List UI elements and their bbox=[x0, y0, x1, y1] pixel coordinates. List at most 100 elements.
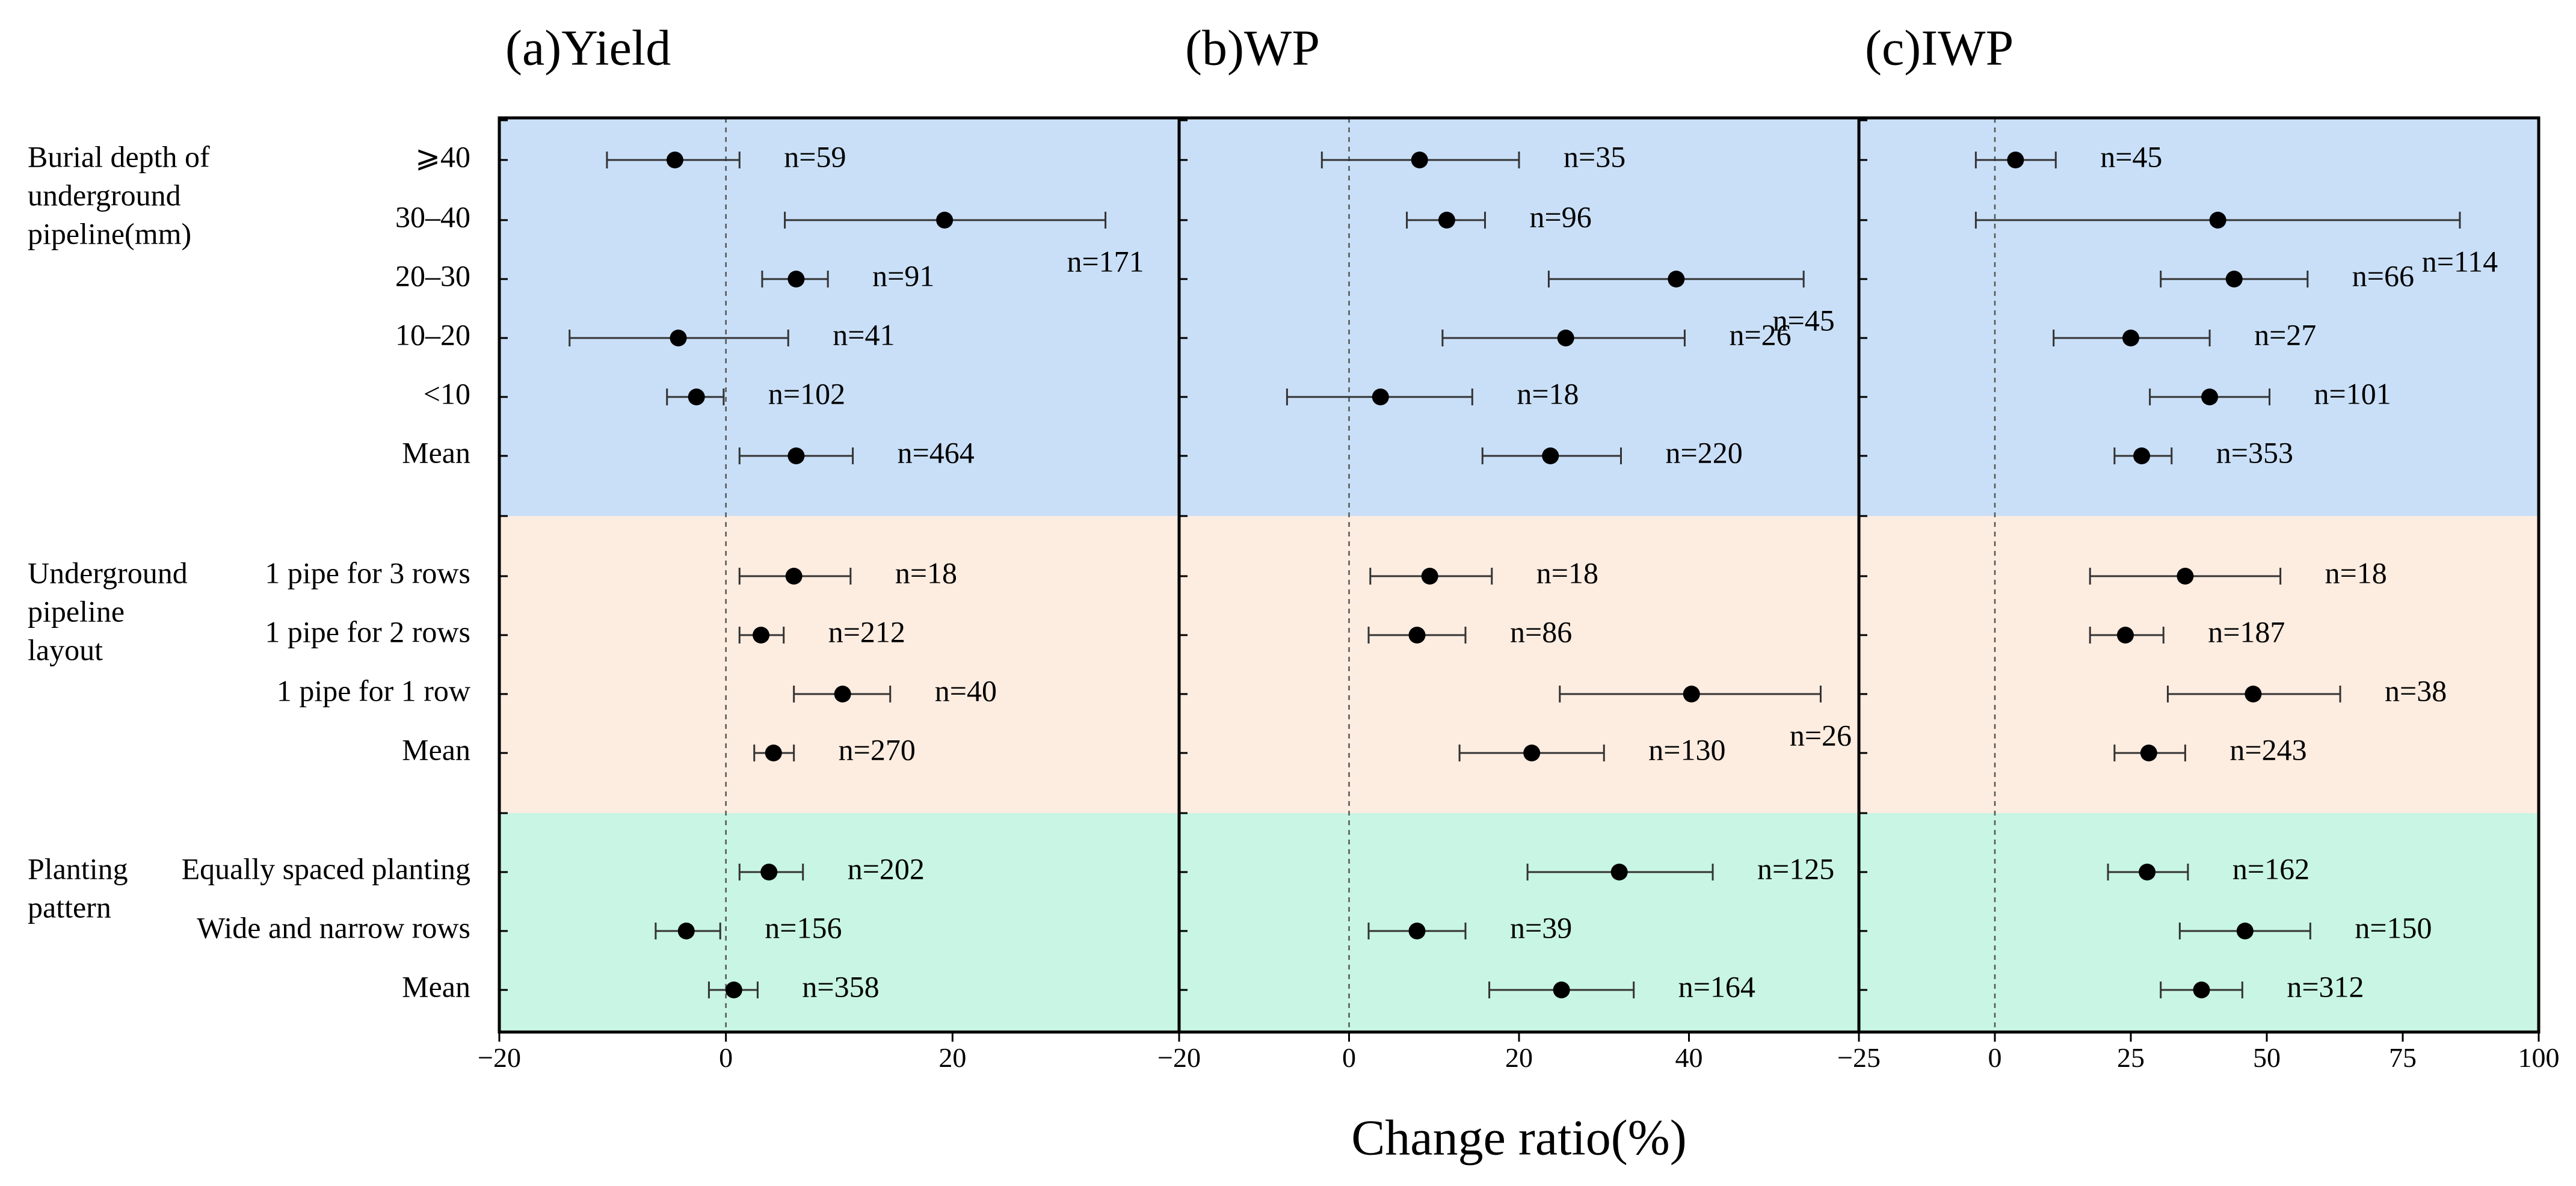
point-estimate bbox=[2177, 568, 2194, 585]
point-estimate bbox=[1683, 686, 1700, 702]
point-estimate bbox=[2116, 627, 2134, 644]
point-estimate bbox=[2139, 864, 2156, 880]
row-label: Mean bbox=[402, 733, 470, 766]
sample-size-label: n=39 bbox=[1510, 911, 1572, 944]
point-estimate bbox=[1542, 447, 1559, 464]
sample-size-label: n=114 bbox=[2422, 244, 2498, 278]
group-label-layout: layout bbox=[28, 633, 103, 666]
sample-size-label: n=66 bbox=[2352, 259, 2414, 292]
point-estimate bbox=[2140, 745, 2157, 761]
x-tick-label: 50 bbox=[2253, 1042, 2281, 1073]
group-label-pattern: Planting bbox=[28, 852, 128, 885]
panel-frame bbox=[1857, 116, 2541, 1034]
sample-size-label: n=270 bbox=[839, 733, 916, 766]
point-estimate bbox=[1411, 152, 1428, 168]
x-tick-label: 75 bbox=[2389, 1042, 2417, 1073]
point-estimate bbox=[666, 152, 683, 168]
row-label: Equally spaced planting bbox=[182, 852, 470, 885]
sample-size-label: n=18 bbox=[1517, 376, 1579, 410]
row-label: 1 pipe for 3 rows bbox=[265, 556, 470, 589]
x-tick-label: 25 bbox=[2117, 1042, 2145, 1073]
sample-size-label: n=35 bbox=[1564, 140, 1625, 173]
panel-title: (c)IWP bbox=[1865, 20, 2014, 76]
group-label-burial: pipeline(mm) bbox=[28, 217, 191, 250]
group-label-layout: Underground bbox=[28, 556, 188, 589]
sample-size-label: n=243 bbox=[2229, 733, 2306, 766]
sample-size-label: n=464 bbox=[898, 435, 975, 469]
x-tick-label: 0 bbox=[1342, 1042, 1356, 1073]
sample-size-label: n=26 bbox=[1729, 318, 1791, 351]
sample-size-label: n=312 bbox=[2287, 969, 2364, 1003]
point-estimate bbox=[677, 923, 695, 939]
point-estimate bbox=[834, 686, 851, 702]
sample-size-label: n=18 bbox=[2325, 556, 2387, 589]
panel-title: (b)WP bbox=[1185, 20, 1320, 76]
point-estimate bbox=[787, 447, 805, 464]
point-estimate bbox=[2245, 686, 2262, 702]
group-label-burial: Burial depth of bbox=[28, 140, 210, 173]
point-estimate bbox=[1610, 864, 1628, 880]
sample-size-label: n=26 bbox=[1790, 718, 1852, 752]
point-estimate bbox=[765, 745, 782, 761]
point-estimate bbox=[2193, 982, 2210, 998]
sample-size-label: n=96 bbox=[1530, 200, 1592, 233]
point-estimate bbox=[1421, 568, 1438, 585]
point-estimate bbox=[936, 212, 954, 229]
sample-size-label: n=164 bbox=[1678, 969, 1755, 1003]
x-tick-label: 0 bbox=[1988, 1042, 2002, 1073]
x-tick-label: 100 bbox=[2518, 1042, 2560, 1073]
sample-size-label: n=40 bbox=[935, 674, 997, 707]
point-estimate bbox=[1668, 271, 1685, 287]
row-label: 10–20 bbox=[395, 318, 470, 351]
point-estimate bbox=[1553, 982, 1570, 998]
sample-size-label: n=156 bbox=[765, 911, 842, 944]
point-estimate bbox=[1408, 923, 1426, 939]
point-estimate bbox=[2133, 447, 2151, 464]
point-estimate bbox=[2007, 152, 2024, 168]
sample-size-label: n=59 bbox=[784, 140, 846, 173]
x-axis-title: Change ratio(%) bbox=[1351, 1110, 1686, 1166]
point-estimate bbox=[2209, 212, 2226, 229]
row-label: ⩾40 bbox=[415, 140, 470, 173]
sample-size-label: n=212 bbox=[828, 615, 905, 648]
x-tick-label: 20 bbox=[938, 1042, 966, 1073]
point-estimate bbox=[725, 982, 742, 998]
sample-size-label: n=162 bbox=[2232, 852, 2309, 885]
sample-size-label: n=86 bbox=[1510, 615, 1572, 648]
point-estimate bbox=[2122, 330, 2139, 346]
group-label-layout: pipeline bbox=[28, 594, 125, 628]
point-estimate bbox=[1557, 330, 1574, 346]
group-band-layout bbox=[499, 516, 2539, 813]
point-estimate bbox=[1372, 389, 1389, 405]
row-label: Mean bbox=[402, 435, 470, 469]
point-estimate bbox=[787, 271, 805, 287]
sample-size-label: n=202 bbox=[848, 852, 925, 885]
sample-size-label: n=45 bbox=[2100, 140, 2162, 173]
x-tick-label: −20 bbox=[478, 1042, 521, 1073]
point-estimate bbox=[753, 627, 770, 644]
sample-size-label: n=353 bbox=[2216, 435, 2293, 469]
row-label: 1 pipe for 2 rows bbox=[265, 615, 470, 648]
row-label: 20–30 bbox=[395, 259, 470, 292]
sample-size-label: n=102 bbox=[768, 376, 845, 410]
sample-size-label: n=91 bbox=[872, 259, 934, 292]
sample-size-label: n=38 bbox=[2385, 674, 2447, 707]
sample-size-label: n=41 bbox=[833, 318, 895, 351]
point-estimate bbox=[670, 330, 687, 346]
point-estimate bbox=[688, 389, 705, 405]
panel-title: (a)Yield bbox=[505, 20, 671, 76]
sample-size-label: n=18 bbox=[895, 556, 957, 589]
x-tick-label: 20 bbox=[1505, 1042, 1533, 1073]
sample-size-label: n=101 bbox=[2314, 376, 2391, 410]
sample-size-label: n=358 bbox=[802, 969, 879, 1003]
point-estimate bbox=[760, 864, 778, 880]
row-label: 1 pipe for 1 row bbox=[277, 674, 470, 707]
x-tick-label: −20 bbox=[1157, 1042, 1201, 1073]
group-band-burial bbox=[499, 118, 2539, 516]
sample-size-label: n=150 bbox=[2355, 911, 2432, 944]
group-label-pattern: pattern bbox=[28, 890, 111, 924]
sample-size-label: n=220 bbox=[1666, 435, 1743, 469]
sample-size-label: n=27 bbox=[2254, 318, 2316, 351]
